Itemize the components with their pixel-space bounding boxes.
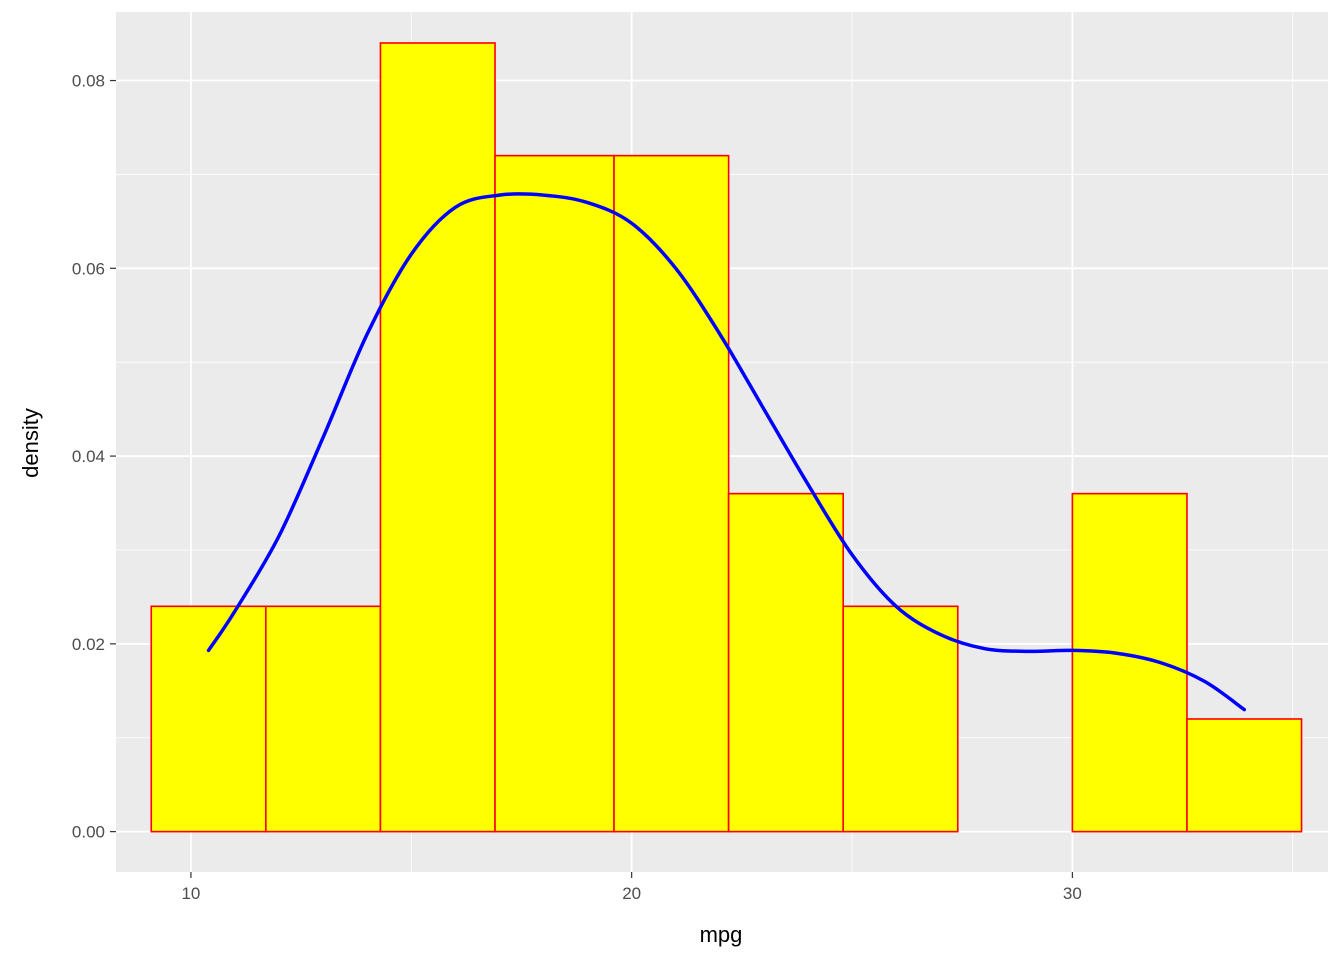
histogram-bar: [727, 492, 844, 833]
histogram-bar: [1071, 492, 1188, 833]
x-tick-label: 10: [181, 884, 200, 903]
histogram-bar: [379, 42, 496, 833]
y-tick-label: 0.08: [72, 72, 105, 91]
histogram-bar: [613, 154, 730, 833]
x-tick-label: 30: [1063, 884, 1082, 903]
y-tick-label: 0.00: [72, 823, 105, 842]
histogram-bars: [150, 42, 1303, 833]
x-axis-ticks: 10 20 30: [181, 872, 1082, 903]
histogram-bar: [842, 605, 959, 833]
y-tick-label: 0.02: [72, 635, 105, 654]
histogram-bar: [494, 154, 615, 833]
y-tick-label: 0.06: [72, 259, 105, 278]
histogram-bar: [1186, 718, 1303, 833]
x-tick-label: 20: [622, 884, 641, 903]
y-axis-title: density: [18, 408, 43, 478]
y-tick-label: 0.04: [72, 447, 105, 466]
y-axis-ticks: 0.00 0.02 0.04 0.06 0.08: [72, 72, 116, 842]
density-curve: [206, 192, 1247, 712]
x-axis-title: mpg: [700, 922, 743, 947]
histogram-bar: [265, 605, 382, 833]
histogram-bar: [150, 605, 267, 833]
